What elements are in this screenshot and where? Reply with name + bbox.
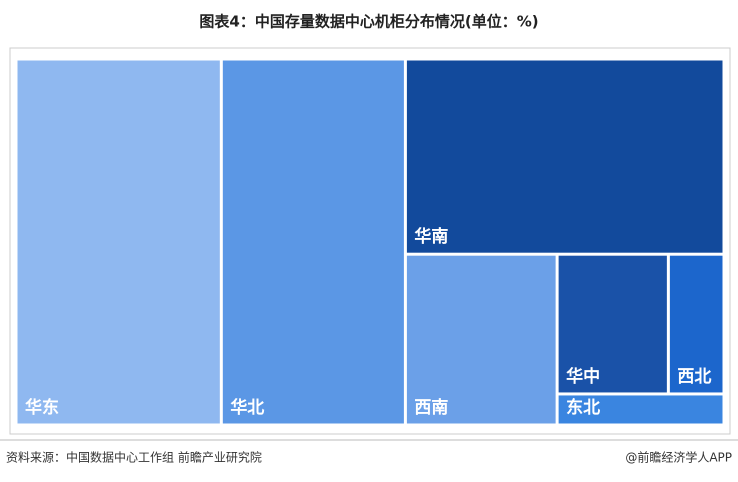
tile-label: 华东 bbox=[25, 397, 59, 418]
tile bbox=[406, 255, 556, 424]
tile-label: 西北 bbox=[677, 367, 711, 387]
tile-label: 华中 bbox=[566, 366, 600, 387]
tile-label: 华北 bbox=[230, 397, 264, 418]
tile bbox=[558, 255, 667, 393]
source: 资料来源：中国数据中心工作组 前瞻产业研究院 bbox=[6, 450, 262, 465]
tile-label: 西南 bbox=[414, 397, 448, 418]
tile bbox=[406, 60, 723, 253]
tile bbox=[669, 255, 723, 393]
tile bbox=[17, 60, 220, 424]
tile bbox=[222, 60, 404, 424]
plot-frame bbox=[9, 47, 731, 435]
tile-label: 华南 bbox=[414, 226, 448, 247]
chart-title: 图表4：中国存量数据中心机柜分布情况(单位：%) bbox=[199, 13, 538, 31]
brand: @前瞻经济学人APP bbox=[625, 450, 732, 465]
tile bbox=[558, 395, 723, 424]
tile-label: 东北 bbox=[566, 397, 600, 418]
